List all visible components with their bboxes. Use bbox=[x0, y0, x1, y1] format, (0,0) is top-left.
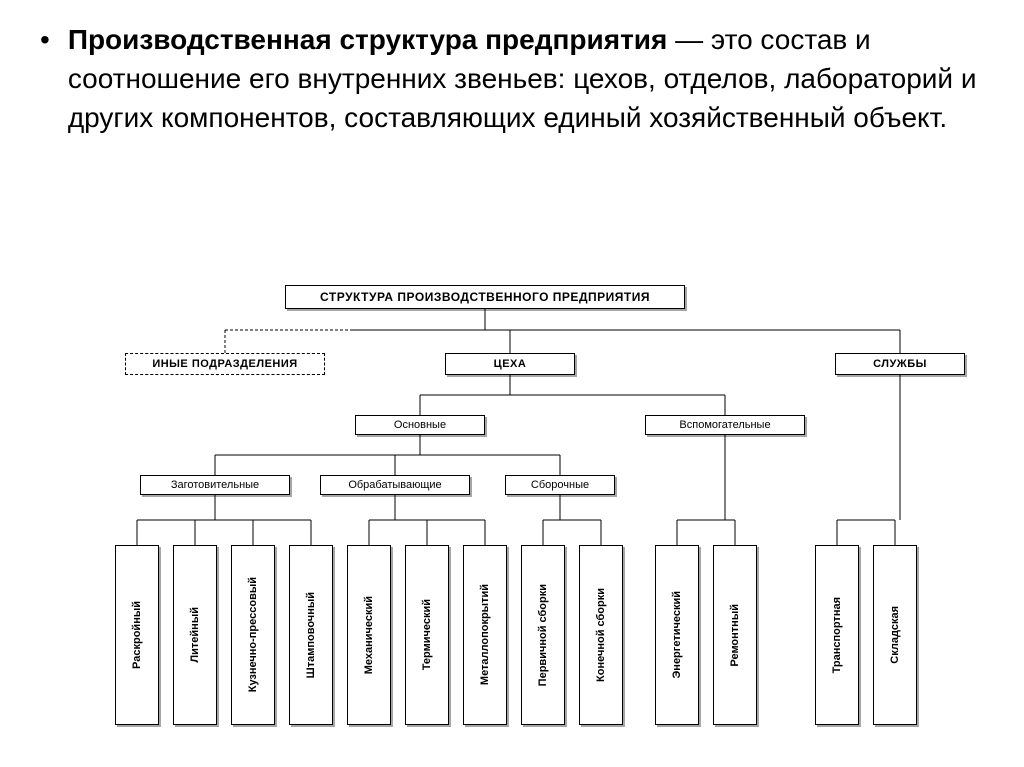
leaf-4: Механический bbox=[347, 545, 391, 725]
leaf-6: Металлопокрытий bbox=[463, 545, 507, 725]
leaf-5: Термический bbox=[405, 545, 449, 725]
leaf-11: Транспортная bbox=[815, 545, 859, 725]
node-ceha: ЦЕХА bbox=[445, 353, 575, 375]
leaf-10: Ремонтный bbox=[713, 545, 757, 725]
definition-text: Производственная структура предприятия —… bbox=[68, 20, 984, 138]
leaf-8: Конечной сборки bbox=[579, 545, 623, 725]
org-diagram: СТРУКТУРА ПРОИЗВОДСТВЕННОГО ПРЕДПРИЯТИЯ И… bbox=[115, 285, 995, 755]
node-root: СТРУКТУРА ПРОИЗВОДСТВЕННОГО ПРЕДПРИЯТИЯ bbox=[285, 285, 685, 309]
leaf-3: Штамповочный bbox=[289, 545, 333, 725]
node-sluzby: СЛУЖБЫ bbox=[835, 353, 965, 375]
node-zag: Заготовительные bbox=[140, 475, 290, 495]
node-obr: Обрабатывающие bbox=[320, 475, 470, 495]
definition-bold: Производственная структура предприятия bbox=[68, 24, 668, 55]
leaf-7: Первичной сборки bbox=[521, 545, 565, 725]
node-inye: ИНЫЕ ПОДРАЗДЕЛЕНИЯ bbox=[125, 353, 325, 375]
leaf-2: Кузнечно-прессовый bbox=[231, 545, 275, 725]
leaf-1: Литейный bbox=[173, 545, 217, 725]
definition-paragraph: • Производственная структура предприятия… bbox=[40, 20, 984, 138]
node-sbor: Сборочные bbox=[505, 475, 615, 495]
leaf-12: Складская bbox=[873, 545, 917, 725]
leaf-0: Раскройный bbox=[115, 545, 159, 725]
node-vsp: Вспомогательные bbox=[645, 415, 805, 435]
node-osn: Основные bbox=[355, 415, 485, 435]
bullet-icon: • bbox=[40, 24, 50, 56]
leaf-9: Энергетический bbox=[655, 545, 699, 725]
